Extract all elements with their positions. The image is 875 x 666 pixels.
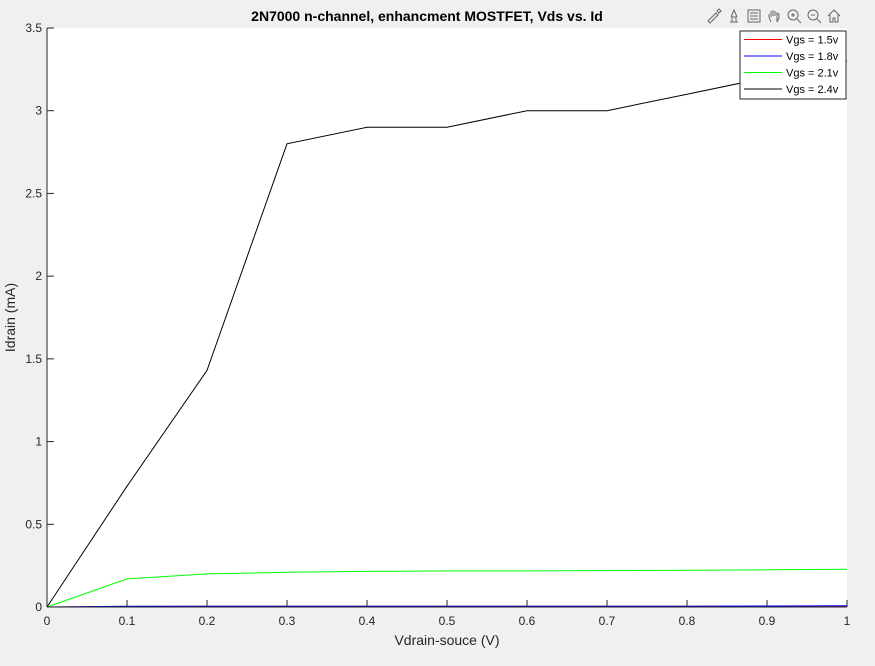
legend-entry: Vgs = 1.5v [786,35,839,47]
x-tick-label: 0.6 [519,614,536,628]
x-axis-label: Vdrain-souce (V) [394,632,499,648]
y-tick-label: 1 [35,435,42,449]
brush-icon[interactable] [705,6,723,26]
zoom-out-icon[interactable] [805,6,823,26]
x-tick-label: 0.5 [439,614,456,628]
axes-toolbar [705,6,843,26]
y-tick-label: 2 [35,269,42,283]
x-tick-label: 0.1 [119,614,136,628]
x-tick-label: 0.8 [679,614,696,628]
series-line-4 [46,60,848,608]
legend-entry: Vgs = 1.8v [786,51,839,63]
x-tick-label: 0 [44,614,51,628]
x-tick-label: 0.3 [279,614,296,628]
y-tick-label: 2.5 [25,186,42,200]
x-tick-label: 0.4 [359,614,376,628]
legend-icon[interactable] [745,6,763,26]
data-tips-icon[interactable] [725,6,743,26]
x-tick-label: 0.2 [199,614,216,628]
legend-box[interactable] [739,30,847,100]
y-tick-label: 3 [35,104,42,118]
x-tick-label: 1 [844,614,851,628]
x-tick-label: 0.7 [599,614,616,628]
y-tick-label: 3.5 [25,21,42,35]
pan-icon[interactable] [765,6,783,26]
y-tick-label: 1.5 [25,352,42,366]
series-line-3 [46,568,848,608]
y-tick-label: 0.5 [25,517,42,531]
axes-area [47,28,847,607]
y-axis-label: Idrain (mA) [2,283,18,352]
home-icon[interactable] [825,6,843,26]
y-tick-label: 0 [35,600,42,614]
legend-entry: Vgs = 2.1v [786,68,839,80]
zoom-in-icon[interactable] [785,6,803,26]
legend-entry: Vgs = 2.4v [786,84,839,96]
chart-title: 2N7000 n-channel, enhancment MOSTFET, Vd… [251,8,603,24]
x-tick-label: 0.9 [759,614,776,628]
